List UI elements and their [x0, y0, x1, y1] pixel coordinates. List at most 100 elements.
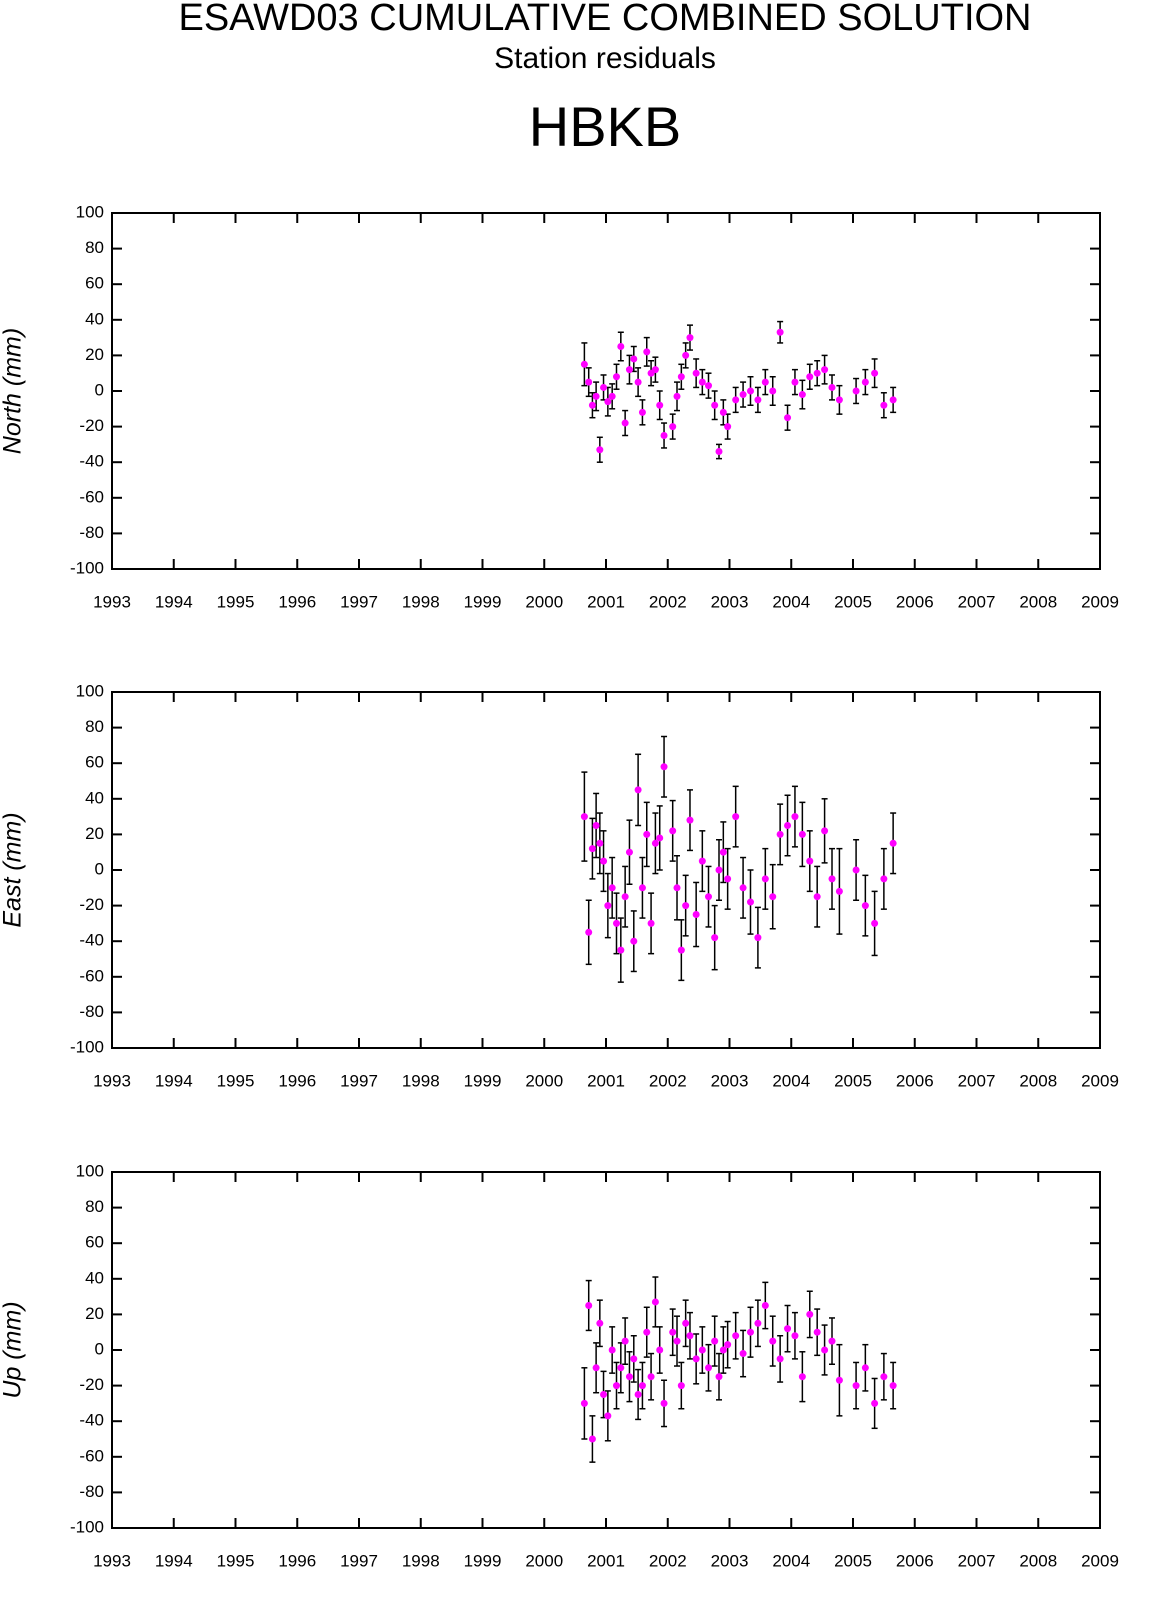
y-tick-label: 80 — [85, 717, 104, 736]
station: HBKB — [529, 95, 682, 158]
point — [880, 875, 888, 883]
point — [604, 902, 612, 910]
point — [686, 1332, 694, 1340]
x-tick-label: 2008 — [1019, 1551, 1057, 1570]
point — [776, 830, 784, 838]
point — [861, 902, 869, 910]
y-tick-label: -40 — [79, 452, 104, 471]
x-tick-label: 2007 — [958, 1071, 996, 1090]
point — [682, 351, 690, 359]
x-tick-label: 2008 — [1019, 592, 1057, 611]
subtitle: Station residuals — [494, 42, 716, 75]
x-tick-label: 2001 — [587, 1071, 625, 1090]
y-tick-label: 60 — [85, 274, 104, 293]
x-tick-label: 2006 — [896, 592, 934, 611]
point — [698, 857, 706, 865]
y-tick-label: -20 — [79, 895, 104, 914]
point — [754, 934, 762, 942]
x-tick-label: 2004 — [772, 1551, 810, 1570]
x-tick-label: 1999 — [464, 592, 502, 611]
point — [592, 392, 600, 400]
point — [746, 898, 754, 906]
y-axis-label: Up (mm) — [0, 1301, 27, 1398]
x-tick-label: 2005 — [834, 1551, 872, 1570]
point — [889, 1382, 897, 1390]
y-tick-label: 20 — [85, 824, 104, 843]
point — [784, 822, 792, 829]
point — [732, 813, 740, 821]
y-tick-label: 100 — [76, 202, 104, 221]
x-tick-label: 1999 — [464, 1071, 502, 1090]
point — [821, 827, 829, 835]
point — [719, 848, 727, 856]
x-tick-label: 1997 — [340, 1551, 378, 1570]
x-tick-label: 2003 — [711, 592, 749, 611]
point — [596, 446, 604, 454]
plot-frame — [111, 1171, 1101, 1529]
point — [852, 866, 860, 874]
x-tick-label: 1999 — [464, 1551, 502, 1570]
y-tick-label: 60 — [85, 753, 104, 772]
point — [715, 866, 723, 874]
point — [588, 401, 596, 409]
plot-frame — [111, 691, 1101, 1049]
x-tick-label: 2008 — [1019, 1071, 1057, 1090]
y-tick-label: 0 — [95, 859, 104, 878]
point — [692, 911, 700, 918]
x-tick-label: 2003 — [711, 1551, 749, 1570]
point — [828, 383, 836, 391]
point — [889, 839, 897, 847]
point — [608, 1346, 616, 1354]
point — [638, 884, 646, 892]
y-tick-label: 40 — [85, 788, 104, 807]
y-tick-label: 60 — [85, 1233, 104, 1252]
point — [585, 928, 593, 936]
point — [647, 1373, 655, 1381]
x-tick-label: 2002 — [649, 592, 687, 611]
x-tick-label: 1997 — [340, 592, 378, 611]
point — [612, 1382, 620, 1390]
x-tick-label: 2007 — [958, 592, 996, 611]
y-tick-label: 20 — [85, 1304, 104, 1323]
x-tick-label: 1996 — [278, 1071, 316, 1090]
point — [719, 1346, 727, 1354]
point — [677, 1382, 685, 1390]
point — [835, 396, 843, 404]
x-tick-label: 2007 — [958, 1551, 996, 1570]
point — [682, 1319, 690, 1327]
x-tick-label: 1994 — [155, 1071, 193, 1090]
point — [711, 934, 719, 942]
point — [746, 387, 754, 395]
x-tick-label: 1995 — [217, 592, 255, 611]
point — [585, 378, 593, 386]
point — [798, 1373, 806, 1381]
x-tick-label: 2009 — [1081, 1071, 1119, 1090]
x-tick-label: 2006 — [896, 1071, 934, 1090]
point — [880, 401, 888, 409]
point — [625, 366, 633, 374]
y-tick-label: -40 — [79, 1411, 104, 1430]
point — [580, 1399, 588, 1407]
y-tick-label: -100 — [70, 558, 104, 577]
point — [813, 1328, 821, 1336]
point — [784, 414, 792, 422]
y-tick-label: -20 — [79, 416, 104, 435]
y-tick-label: -100 — [70, 1037, 104, 1056]
point — [861, 1364, 869, 1372]
point — [798, 391, 806, 399]
y-tick-label: -80 — [79, 1482, 104, 1501]
x-tick-label: 2009 — [1081, 1551, 1119, 1570]
y-tick-label: -60 — [79, 487, 104, 506]
point — [761, 1302, 769, 1309]
point — [705, 1364, 713, 1372]
point — [600, 383, 608, 391]
point — [880, 1373, 888, 1381]
point — [585, 1302, 593, 1309]
point — [739, 1350, 747, 1358]
point — [673, 884, 681, 892]
x-tick-label: 1995 — [217, 1071, 255, 1090]
y-tick-label: 80 — [85, 1197, 104, 1216]
point — [686, 816, 694, 824]
x-tick-label: 2009 — [1081, 592, 1119, 611]
point — [643, 830, 651, 838]
